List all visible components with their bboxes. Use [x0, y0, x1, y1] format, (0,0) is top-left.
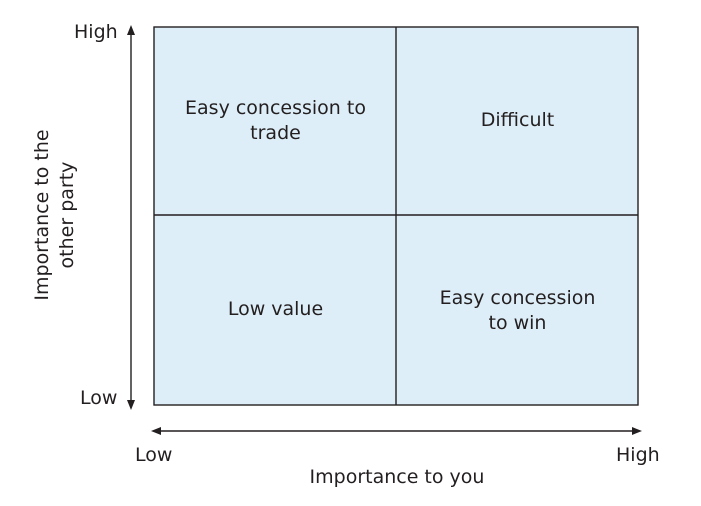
quadrant-top-right-label: Difficult — [480, 109, 555, 131]
x-axis-high-label: High — [616, 444, 660, 466]
y-axis-low-label: Low — [80, 387, 118, 409]
x-axis-low-label: Low — [135, 444, 173, 466]
y-axis-title: Importance to the other party — [31, 129, 78, 301]
quadrant-top-left-label: Easy concession to trade — [185, 97, 366, 144]
x-axis-title: Importance to you — [309, 466, 485, 488]
y-axis-high-label: High — [74, 21, 118, 43]
quadrant-bottom-right-label: Easy concession to win — [439, 287, 596, 334]
quadrant-bottom-left-label: Low value — [227, 298, 324, 320]
